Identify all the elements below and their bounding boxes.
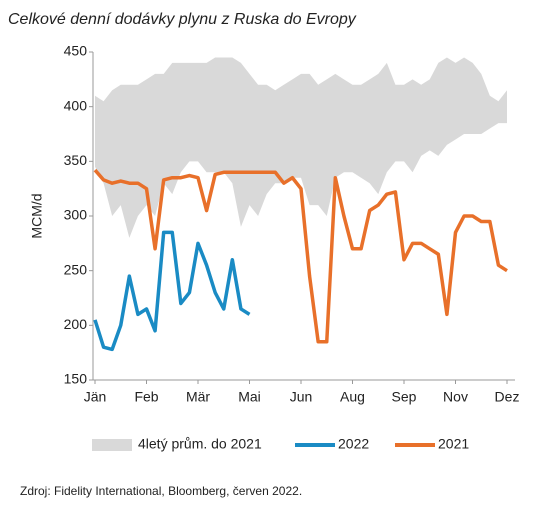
source: Zdroj: Fidelity International, Bloomberg… [20,484,302,498]
y-tick-label: 300 [64,207,88,223]
x-tick-label: Jän [84,389,107,405]
y-tick-label: 150 [64,371,88,387]
x-tick-label: Mai [238,389,261,405]
x-tick-label: Aug [340,389,365,405]
y-tick-label: 200 [64,316,88,332]
x-tick-label: Nov [443,389,468,405]
x-tick-label: Sep [392,389,417,405]
y-tick-label: 400 [64,97,88,113]
legend-label: 2021 [438,436,469,452]
legend-label: 2022 [338,436,369,452]
x-tick-label: Jun [290,389,313,405]
x-tick-label: Mär [186,389,210,405]
range-band [95,57,507,238]
legend-label: 4letý prům. do 2021 [138,436,262,452]
chart-title: Celkové denní dodávky plynu z Ruska do E… [8,11,357,28]
x-tick-label: Dez [495,389,520,405]
legend-swatch [92,439,132,451]
y-tick-label: 250 [64,261,88,277]
x-tick-label: Feb [134,389,158,405]
series-line [93,230,251,352]
series-line [93,168,508,344]
y-tick-label: 350 [64,152,88,168]
y-axis-label: MCM/d [29,193,45,238]
y-tick-label: 450 [64,43,88,59]
